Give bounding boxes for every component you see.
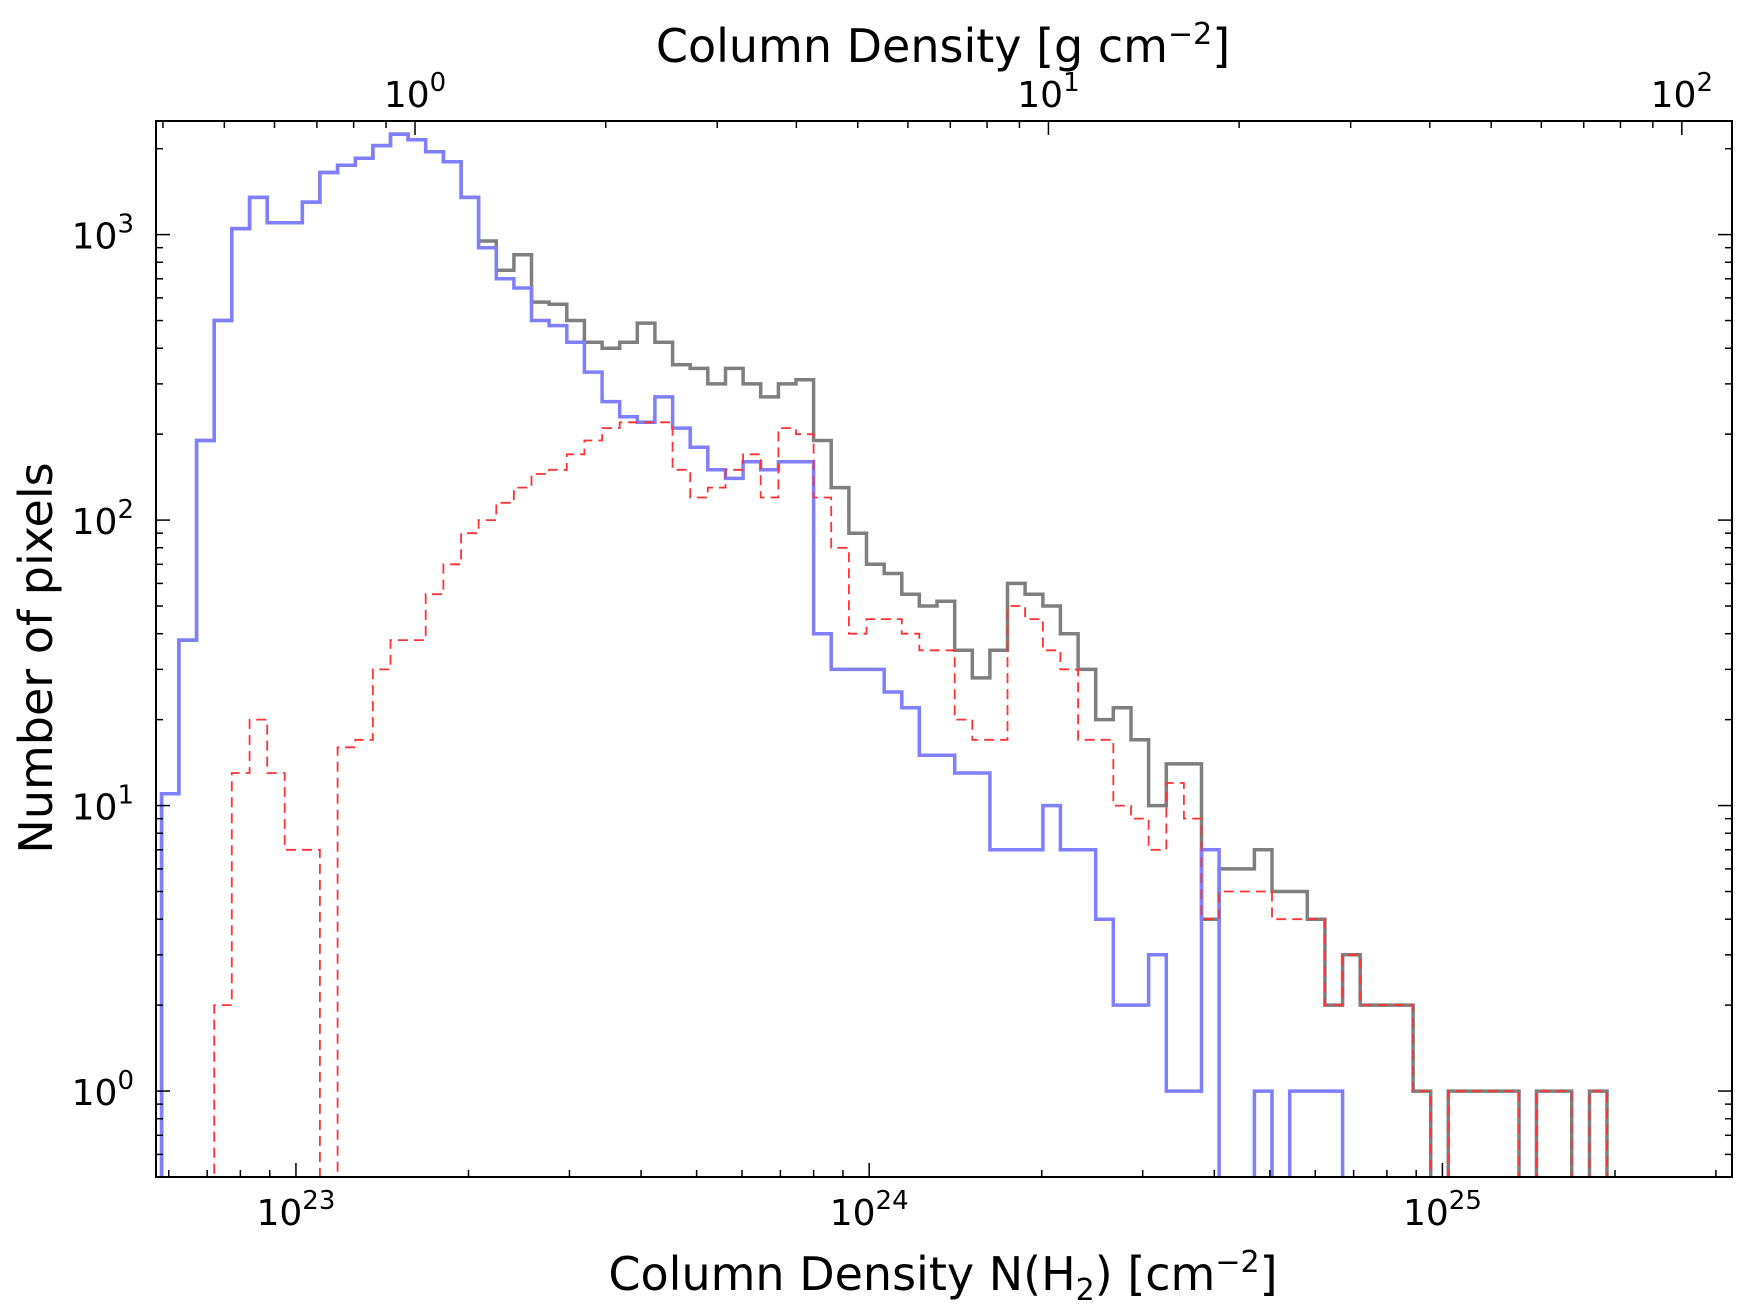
x-axis-title: Column Density N(H2) [cm−2] — [608, 1245, 1277, 1308]
y-tick-label: 101 — [72, 781, 134, 829]
y-axis-title: Number of pixels — [9, 462, 63, 853]
y-tick-label: 100 — [72, 1066, 134, 1114]
series-2-step — [159, 132, 1345, 1177]
series-3-step — [213, 421, 1608, 1177]
y-tick-label: 103 — [72, 210, 134, 258]
series-layer — [159, 132, 1609, 1177]
y-tick-label: 102 — [72, 495, 134, 543]
top-x-tick-label: 101 — [1017, 68, 1079, 116]
tick-labels-layer: 1023 1024 1025 100 101 102 103 100 101 102 — [72, 68, 1713, 1234]
plot-frame — [155, 120, 1733, 1178]
ticks-layer — [156, 121, 1732, 1178]
top-x-tick-label: 100 — [384, 68, 446, 116]
top-x-axis-title: Column Density [g cm−2] — [656, 17, 1230, 73]
x-tick-label: 1023 — [256, 1186, 335, 1234]
series-1-step — [159, 132, 1609, 1177]
x-tick-label: 1025 — [1403, 1186, 1482, 1234]
x-tick-label: 1024 — [830, 1186, 909, 1234]
top-x-tick-label: 102 — [1651, 68, 1713, 116]
